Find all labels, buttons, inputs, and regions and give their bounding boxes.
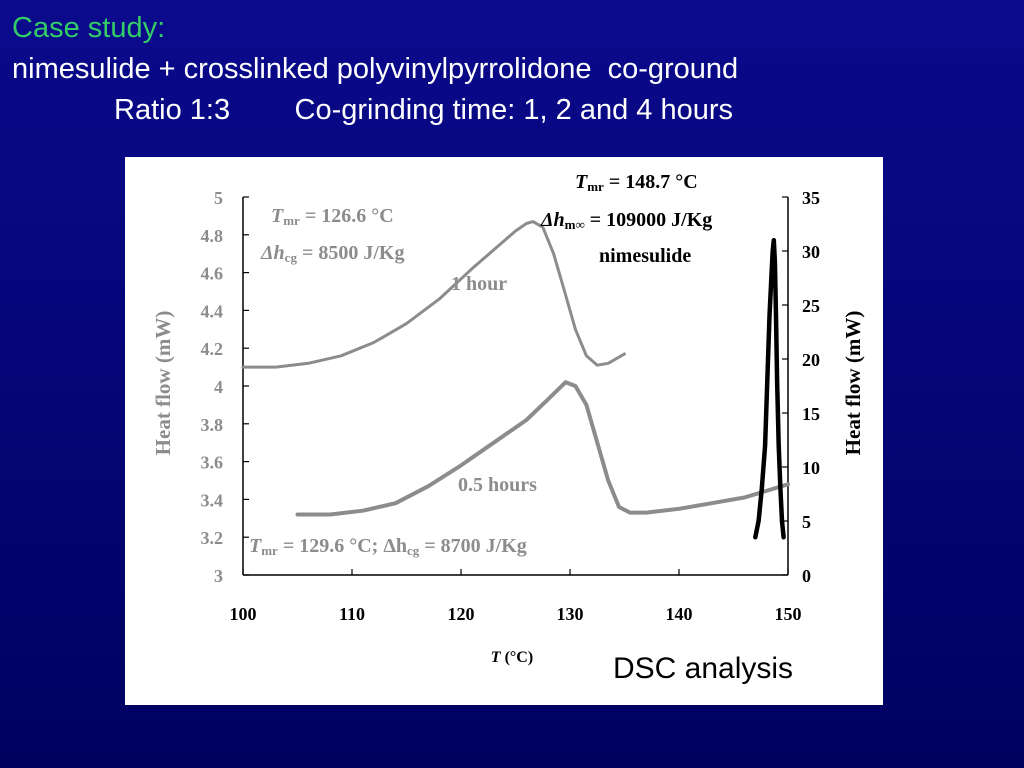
annotation-dhm-nimesulide: Δhm∞ = 109000 J/Kg	[540, 209, 712, 232]
series-line-nimesulide	[753, 237, 786, 540]
series-line-1-hour	[241, 220, 626, 369]
dsc-chart: 100 110 120 130 140 15033.23.43.63.844.24.44.…	[151, 171, 865, 666]
x-tick-label: 130	[557, 604, 584, 624]
slide-title: Case study: nimesulide + crosslinked pol…	[12, 8, 738, 131]
title-line-1: Case study:	[12, 12, 166, 44]
y-right-tick-label: 0	[802, 566, 811, 586]
title-line-2: nimesulide + crosslinked polyvinylpyrrol…	[12, 53, 739, 85]
title-line-3: Ratio 1:3 Co-grinding time: 1, 2 and 4 h…	[114, 94, 733, 126]
y-right-tick-label: 15	[802, 404, 820, 424]
annotation-tmr-1hour: Tmr = 126.6 °C	[271, 205, 394, 228]
label-1-hour: 1 hour	[451, 273, 507, 295]
x-axis-label: T (°C)	[491, 649, 533, 666]
x-tick-label: 110	[339, 604, 365, 624]
y-right-tick-label: 5	[802, 512, 811, 532]
y-right-tick-label: 20	[802, 350, 820, 370]
y-left-tick-label: 4.8	[201, 226, 224, 246]
annotation-dhcg-1hour: Δhcg = 8500 J/Kg	[260, 242, 404, 265]
y-left-tick-label: 4.4	[201, 301, 224, 321]
chart-panel: 100 110 120 130 140 150 3 3.2 3.4 3.6 3.8 4 4.2 4.4 4.…	[125, 157, 883, 705]
annotation-0.5hours: Tmr = 129.6 °C; Δhcg = 8700 J/Kg	[249, 535, 527, 558]
x-tick-label: 100	[230, 604, 257, 624]
label-0.5-hours: 0.5 hours	[458, 474, 537, 496]
series-line-0.5-hours	[295, 380, 790, 517]
y-left-tick-label: 3.2	[201, 528, 224, 548]
x-tick-label: 150	[775, 604, 802, 624]
y-left-tick-label: 3	[214, 566, 223, 586]
series-layer	[241, 220, 790, 540]
annotation-tmr-nimesulide: Tmr = 148.7 °C	[575, 171, 698, 194]
y-left-tick-label: 3.6	[201, 453, 224, 473]
tick-labels: 100 110 120 130 140 15033.23.43.63.844.24.44.…	[201, 188, 821, 624]
y-right-tick-label: 30	[802, 242, 820, 262]
y-left-tick-label: 3.4	[201, 490, 224, 510]
y-left-tick-label: 4.2	[201, 339, 224, 359]
caption-dsc-analysis: DSC analysis	[613, 652, 794, 685]
y-left-axis-label: Heat flow (mW)	[151, 311, 175, 456]
y-right-tick-label: 35	[802, 188, 820, 208]
y-left-tick-label: 4.6	[201, 264, 224, 284]
y-left-tick-label: 4	[214, 377, 223, 397]
label-nimesulide: nimesulide	[599, 245, 691, 267]
x-tick-label: 120	[448, 604, 475, 624]
y-left-tick-label: 3.8	[201, 415, 224, 435]
y-right-tick-label: 10	[802, 458, 820, 478]
y-left-tick-label: 5	[214, 188, 223, 208]
y-right-tick-label: 25	[802, 296, 820, 316]
y-right-axis-label: Heat flow (mW)	[841, 311, 865, 456]
x-tick-label: 140	[666, 604, 693, 624]
